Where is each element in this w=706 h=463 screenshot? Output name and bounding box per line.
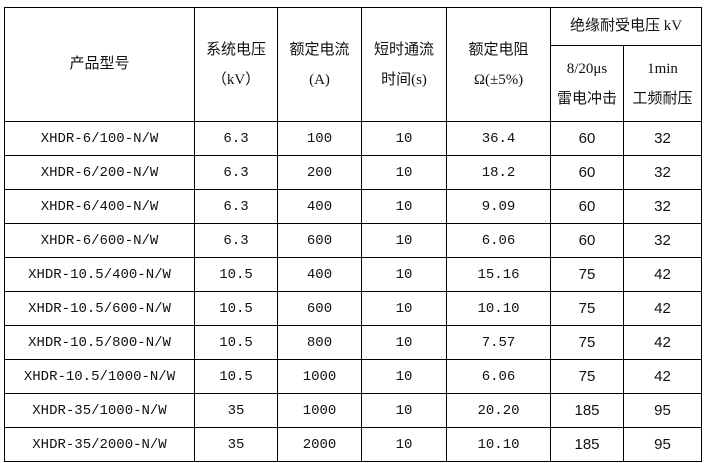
cell-time: 10 [361, 257, 447, 292]
table-row: XHDR-6/600-N/W 6.3 600 10 6.06 60 32 [4, 223, 702, 258]
cell-resistance: 10.10 [446, 427, 551, 462]
cell-time: 10 [361, 325, 447, 360]
cell-current: 400 [277, 257, 362, 292]
cell-power-freq: 32 [623, 189, 702, 224]
cell-time: 10 [361, 291, 447, 326]
cell-lightning: 75 [550, 325, 624, 360]
cell-voltage: 10.5 [194, 257, 278, 292]
header-voltage: 系统电压 （kV） [194, 7, 278, 122]
cell-resistance: 10.10 [446, 291, 551, 326]
cell-voltage: 10.5 [194, 359, 278, 394]
cell-voltage: 6.3 [194, 155, 278, 190]
table-row: XHDR-6/200-N/W 6.3 200 10 18.2 60 32 [4, 155, 702, 190]
cell-lightning: 60 [550, 121, 624, 156]
cell-time: 10 [361, 223, 447, 258]
table-row: XHDR-6/400-N/W 6.3 400 10 9.09 60 32 [4, 189, 702, 224]
cell-model: XHDR-6/400-N/W [4, 189, 195, 224]
cell-model: XHDR-6/600-N/W [4, 223, 195, 258]
cell-power-freq: 32 [623, 121, 702, 156]
cell-resistance: 36.4 [446, 121, 551, 156]
cell-lightning: 75 [550, 291, 624, 326]
header-time: 短时通流 时间(s) [361, 7, 447, 122]
cell-voltage: 6.3 [194, 189, 278, 224]
cell-lightning: 75 [550, 257, 624, 292]
cell-current: 1000 [277, 359, 362, 394]
header-power-freq: 1min 工频耐压 [623, 45, 702, 122]
table-row: XHDR-10.5/600-N/W 10.5 600 10 10.10 75 42 [4, 291, 702, 326]
cell-power-freq: 42 [623, 325, 702, 360]
cell-lightning: 60 [550, 223, 624, 258]
cell-current: 400 [277, 189, 362, 224]
cell-model: XHDR-10.5/600-N/W [4, 291, 195, 326]
spec-table: 产品型号 系统电压 （kV） 额定电流 (A) 短时通流 时间(s) 额定电阻 Ω(±5… [4, 7, 702, 462]
cell-current: 600 [277, 223, 362, 258]
cell-model: XHDR-10.5/400-N/W [4, 257, 195, 292]
cell-power-freq: 95 [623, 427, 702, 462]
header-model: 产品型号 [4, 7, 195, 122]
table-row: XHDR-10.5/1000-N/W 10.5 1000 10 6.06 75 42 [4, 359, 702, 394]
cell-resistance: 20.20 [446, 393, 551, 428]
cell-voltage: 10.5 [194, 291, 278, 326]
cell-resistance: 7.57 [446, 325, 551, 360]
cell-power-freq: 42 [623, 291, 702, 326]
table-row: XHDR-10.5/400-N/W 10.5 400 10 15.16 75 42 [4, 257, 702, 292]
cell-voltage: 35 [194, 427, 278, 462]
cell-model: XHDR-35/2000-N/W [4, 427, 195, 462]
cell-model: XHDR-6/100-N/W [4, 121, 195, 156]
cell-voltage: 10.5 [194, 325, 278, 360]
cell-time: 10 [361, 427, 447, 462]
cell-time: 10 [361, 121, 447, 156]
cell-lightning: 60 [550, 155, 624, 190]
cell-resistance: 18.2 [446, 155, 551, 190]
cell-power-freq: 42 [623, 359, 702, 394]
cell-power-freq: 95 [623, 393, 702, 428]
header-current: 额定电流 (A) [277, 7, 362, 122]
header-lightning: 8/20μs 雷电冲击 [550, 45, 624, 122]
cell-resistance: 6.06 [446, 359, 551, 394]
cell-voltage: 6.3 [194, 223, 278, 258]
cell-power-freq: 32 [623, 223, 702, 258]
cell-current: 800 [277, 325, 362, 360]
table-row: XHDR-6/100-N/W 6.3 100 10 36.4 60 32 [4, 121, 702, 156]
cell-resistance: 9.09 [446, 189, 551, 224]
cell-resistance: 6.06 [446, 223, 551, 258]
cell-model: XHDR-6/200-N/W [4, 155, 195, 190]
cell-time: 10 [361, 189, 447, 224]
cell-model: XHDR-10.5/800-N/W [4, 325, 195, 360]
cell-power-freq: 42 [623, 257, 702, 292]
cell-lightning: 185 [550, 393, 624, 428]
cell-lightning: 75 [550, 359, 624, 394]
header-resistance: 额定电阻 Ω(±5%) [446, 7, 551, 122]
table-row: XHDR-35/1000-N/W 35 1000 10 20.20 185 95 [4, 393, 702, 428]
cell-voltage: 35 [194, 393, 278, 428]
cell-lightning: 185 [550, 427, 624, 462]
cell-resistance: 15.16 [446, 257, 551, 292]
cell-time: 10 [361, 393, 447, 428]
cell-voltage: 6.3 [194, 121, 278, 156]
cell-power-freq: 32 [623, 155, 702, 190]
cell-lightning: 60 [550, 189, 624, 224]
cell-time: 10 [361, 155, 447, 190]
cell-current: 200 [277, 155, 362, 190]
table-row: XHDR-10.5/800-N/W 10.5 800 10 7.57 75 42 [4, 325, 702, 360]
cell-time: 10 [361, 359, 447, 394]
cell-current: 2000 [277, 427, 362, 462]
cell-model: XHDR-35/1000-N/W [4, 393, 195, 428]
table-row: XHDR-35/2000-N/W 35 2000 10 10.10 185 95 [4, 427, 702, 462]
cell-current: 100 [277, 121, 362, 156]
header-insulation: 绝缘耐受电压 kV [550, 7, 702, 46]
cell-current: 1000 [277, 393, 362, 428]
cell-model: XHDR-10.5/1000-N/W [4, 359, 195, 394]
cell-current: 600 [277, 291, 362, 326]
